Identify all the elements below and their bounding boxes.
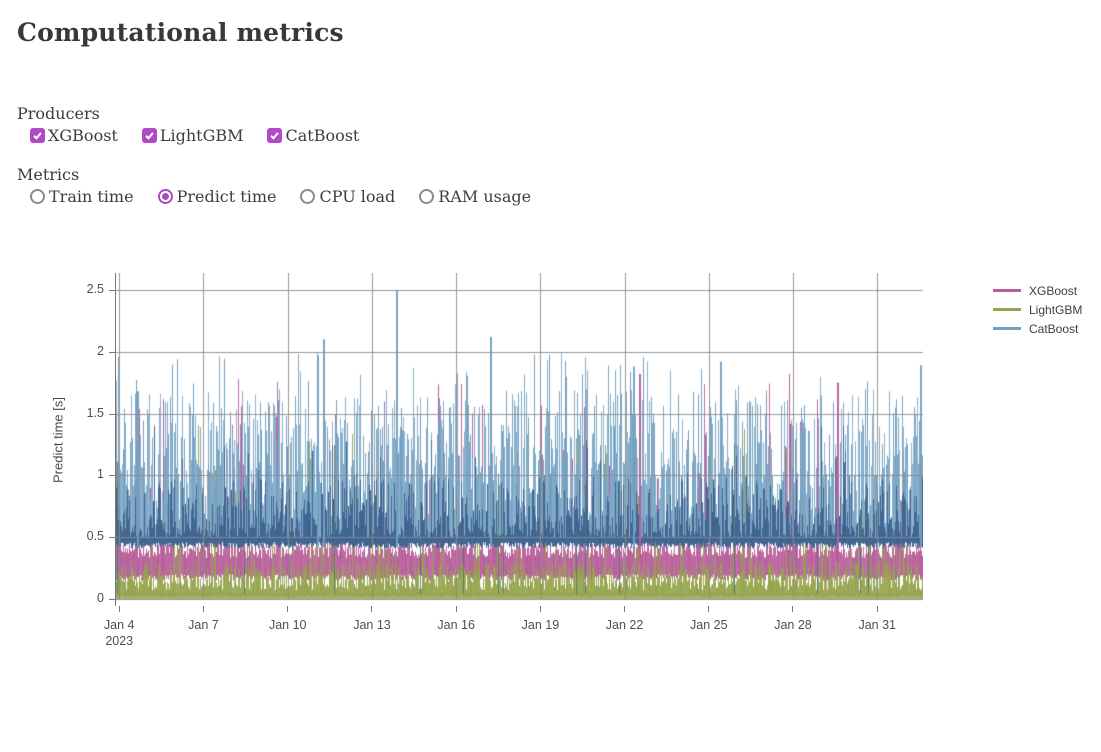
x-tick-label: Jan 28 bbox=[774, 618, 812, 632]
producer-checkbox-label: XGBoost bbox=[48, 126, 118, 145]
y-tick-label: 2 bbox=[97, 343, 104, 358]
metrics-section-label: Metrics bbox=[17, 165, 80, 184]
y-tick-label: 0 bbox=[97, 591, 104, 605]
checkmark-icon bbox=[145, 132, 154, 140]
producer-checkbox-catboost[interactable]: CatBoost bbox=[267, 126, 359, 145]
producer-checkbox-label: CatBoost bbox=[285, 126, 360, 145]
legend-item-lightgbm[interactable]: LightGBM bbox=[993, 300, 1082, 319]
metric-radio-label: CPU load bbox=[319, 187, 396, 206]
producers-checkbox-group: XGBoost LightGBM CatBoost bbox=[30, 126, 1101, 145]
page-title: Computational metrics bbox=[17, 18, 344, 47]
metric-radio-ram-usage[interactable]: RAM usage bbox=[419, 187, 531, 206]
x-tick-label: Jan 25 bbox=[690, 618, 728, 632]
x-tick-mark bbox=[118, 606, 120, 612]
legend-line-swatch bbox=[993, 327, 1021, 330]
metric-radio-label: RAM usage bbox=[438, 187, 532, 206]
x-tick-mark bbox=[792, 606, 794, 612]
legend-label: LightGBM bbox=[1029, 302, 1083, 317]
legend-item-xgboost[interactable]: XGBoost bbox=[993, 281, 1082, 300]
x-tick-mark bbox=[202, 606, 204, 612]
x-tick-label: Jan 10 bbox=[268, 618, 307, 632]
y-axis-line bbox=[115, 273, 116, 606]
legend-line-swatch bbox=[993, 308, 1021, 311]
y-tick-mark bbox=[109, 289, 115, 291]
checkbox-icon[interactable] bbox=[30, 128, 45, 143]
producer-checkbox-lightgbm[interactable]: LightGBM bbox=[141, 126, 244, 145]
radio-icon[interactable] bbox=[419, 189, 435, 204]
x-tick-label: Jan 16 bbox=[437, 618, 475, 632]
plot-canvas[interactable] bbox=[116, 273, 923, 606]
metric-radio-predict-time[interactable]: Predict time bbox=[157, 187, 277, 206]
x-tick-mark bbox=[539, 606, 541, 612]
metric-radio-train-time[interactable]: Train time bbox=[30, 187, 134, 206]
legend-line-swatch bbox=[993, 289, 1021, 292]
x-tick-label: Jan 19 bbox=[521, 618, 560, 632]
producer-checkbox-xgboost[interactable]: XGBoost bbox=[30, 126, 118, 145]
x-tick-label: Jan 7 bbox=[188, 618, 219, 632]
x-tick-label: Jan 13 bbox=[353, 618, 391, 632]
x-tick-label: Jan 4 2023 bbox=[77, 617, 161, 649]
metric-radio-label: Predict time bbox=[176, 187, 277, 206]
y-tick-label: 0.5 bbox=[86, 529, 104, 544]
x-tick-mark bbox=[708, 606, 710, 612]
x-tick-mark bbox=[624, 606, 626, 612]
producer-checkbox-label: LightGBM bbox=[159, 126, 244, 145]
y-tick-mark bbox=[109, 351, 115, 353]
x-tick-label: Jan 22 bbox=[605, 618, 644, 632]
x-tick-label: Jan 31 bbox=[858, 618, 896, 632]
x-tick-mark bbox=[455, 606, 457, 612]
legend-item-catboost[interactable]: CatBoost bbox=[993, 319, 1082, 338]
legend-label: XGBoost bbox=[1029, 283, 1078, 298]
x-tick-sublabel-year: 2023 bbox=[105, 634, 134, 648]
metric-radio-cpu-load[interactable]: CPU load bbox=[300, 187, 395, 206]
chart-legend: XGBoost LightGBM CatBoost bbox=[993, 281, 1082, 338]
checkbox-icon[interactable] bbox=[267, 128, 283, 143]
radio-icon[interactable] bbox=[300, 189, 316, 204]
y-tick-label: 1.5 bbox=[86, 405, 104, 420]
producers-section-label: Producers bbox=[17, 104, 100, 123]
checkbox-icon[interactable] bbox=[141, 128, 157, 143]
metric-radio-label: Train time bbox=[49, 187, 134, 206]
radio-icon[interactable] bbox=[30, 189, 45, 204]
chart-panel: Predict time [s] Jan 4 2023 Jan 7 Jan 10 Jan… bbox=[0, 268, 1101, 668]
y-tick-mark bbox=[109, 537, 115, 539]
y-tick-mark bbox=[109, 475, 115, 477]
x-tick-mark bbox=[876, 606, 878, 612]
legend-label: CatBoost bbox=[1029, 321, 1079, 336]
y-tick-label: 2.5 bbox=[86, 281, 104, 296]
x-tick-mark bbox=[287, 606, 289, 612]
y-tick-mark bbox=[109, 599, 115, 600]
radio-icon[interactable] bbox=[157, 189, 173, 204]
y-tick-mark bbox=[109, 413, 115, 415]
x-tick-mark bbox=[371, 606, 373, 612]
metrics-radio-group: Train time Predict time CPU load RAM usage bbox=[30, 187, 1101, 206]
checkmark-icon bbox=[33, 132, 42, 140]
y-tick-label: 1 bbox=[97, 467, 104, 482]
checkmark-icon bbox=[270, 132, 280, 140]
